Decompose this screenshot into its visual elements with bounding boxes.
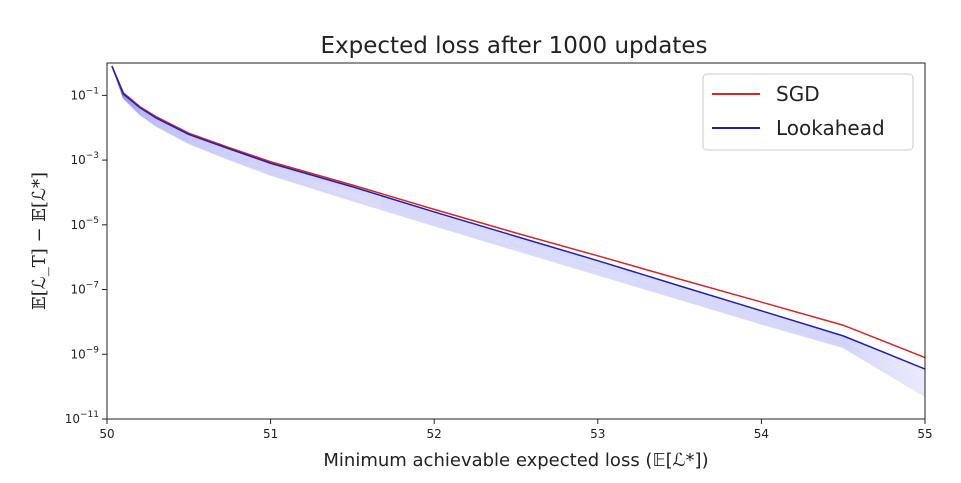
lookahead-band-line [111, 65, 925, 397]
y-tick-label: 10−7 [70, 281, 99, 297]
lookahead-band-line [111, 65, 925, 373]
legend-label-sgd: SGD [776, 82, 820, 106]
lookahead-band-line [111, 65, 925, 389]
lookahead-band-line [111, 65, 925, 396]
lookahead-band-line [111, 65, 925, 380]
lookahead-band-line [111, 65, 925, 384]
lookahead-band-line [111, 65, 925, 382]
y-tick-label: 10−1 [70, 86, 99, 102]
x-tick-label: 53 [590, 427, 605, 441]
lookahead-band-line [111, 65, 925, 392]
lookahead-band-line [111, 65, 925, 390]
plot-frame [106, 62, 926, 420]
y-tick-label: 10−5 [70, 216, 99, 232]
legend: SGD Lookahead [702, 73, 914, 151]
y-tick-label: 10−3 [70, 151, 99, 167]
lookahead-band-line [111, 65, 925, 394]
y-axis: 10−1 10−3 10−5 10−7 10−9 10−11 [65, 86, 107, 426]
lookahead-band-line [111, 65, 925, 377]
x-axis: 50 51 52 53 54 55 [99, 419, 933, 441]
lookahead-band-line [111, 65, 925, 375]
lookahead-band-line [111, 65, 925, 379]
y-axis-label: 𝔼[ℒ_T] − 𝔼[ℒ*] [29, 172, 50, 310]
x-tick-label: 54 [754, 427, 769, 441]
series-line-sgd [111, 65, 925, 359]
y-tick-label: 10−9 [70, 345, 99, 361]
x-tick-label: 51 [263, 427, 278, 441]
x-tick-label: 55 [917, 427, 932, 441]
series-lines [111, 65, 925, 370]
chart-title: Expected loss after 1000 updates [321, 33, 708, 59]
lookahead-band-line [111, 65, 925, 387]
y-tick-label: 10−11 [65, 410, 99, 426]
x-tick-label: 50 [99, 427, 114, 441]
x-tick-label: 52 [427, 427, 442, 441]
lookahead-band-line [111, 65, 925, 385]
lookahead-band-lines [111, 65, 925, 397]
x-axis-label: Minimum achievable expected loss (𝔼[ℒ*]) [323, 450, 708, 471]
legend-label-lookahead: Lookahead [776, 116, 885, 140]
series-line-lookahead [111, 65, 925, 370]
